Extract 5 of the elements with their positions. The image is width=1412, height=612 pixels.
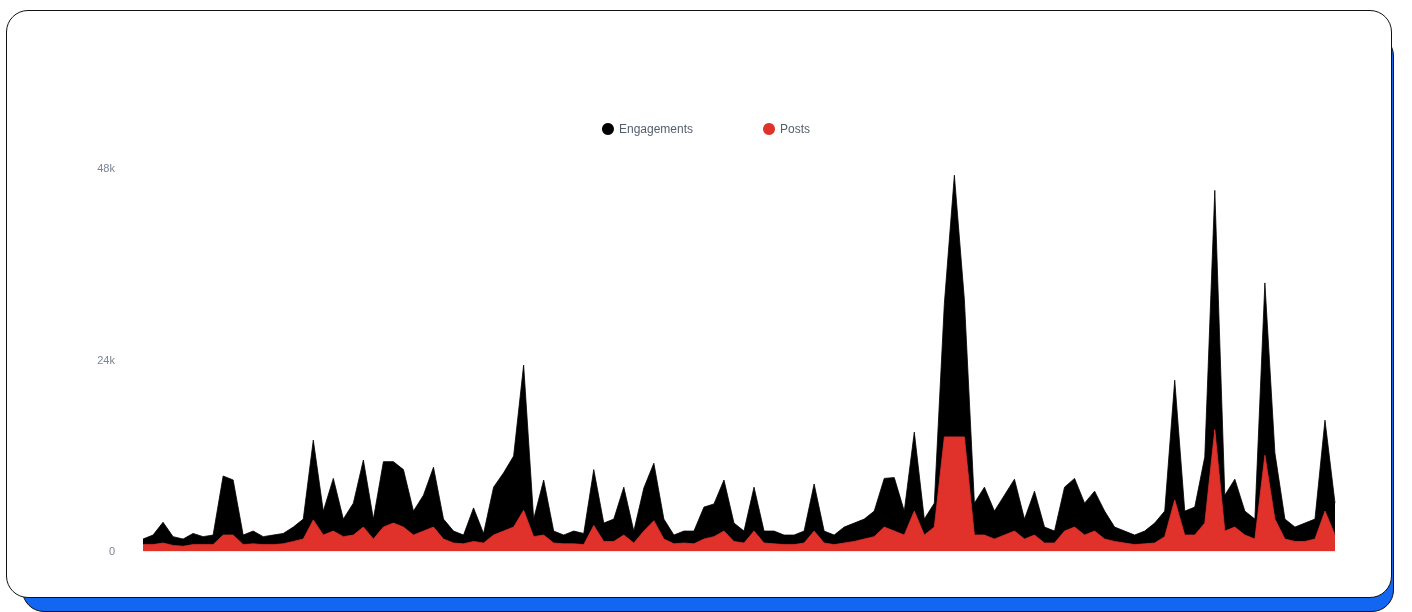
- y-tick-label: 48k: [97, 162, 116, 174]
- legend-label: Engagements: [618, 122, 694, 136]
- y-tick-label: 0: [108, 545, 115, 557]
- y-tick-label: 24k: [97, 353, 116, 366]
- legend-label: Posts: [780, 122, 811, 136]
